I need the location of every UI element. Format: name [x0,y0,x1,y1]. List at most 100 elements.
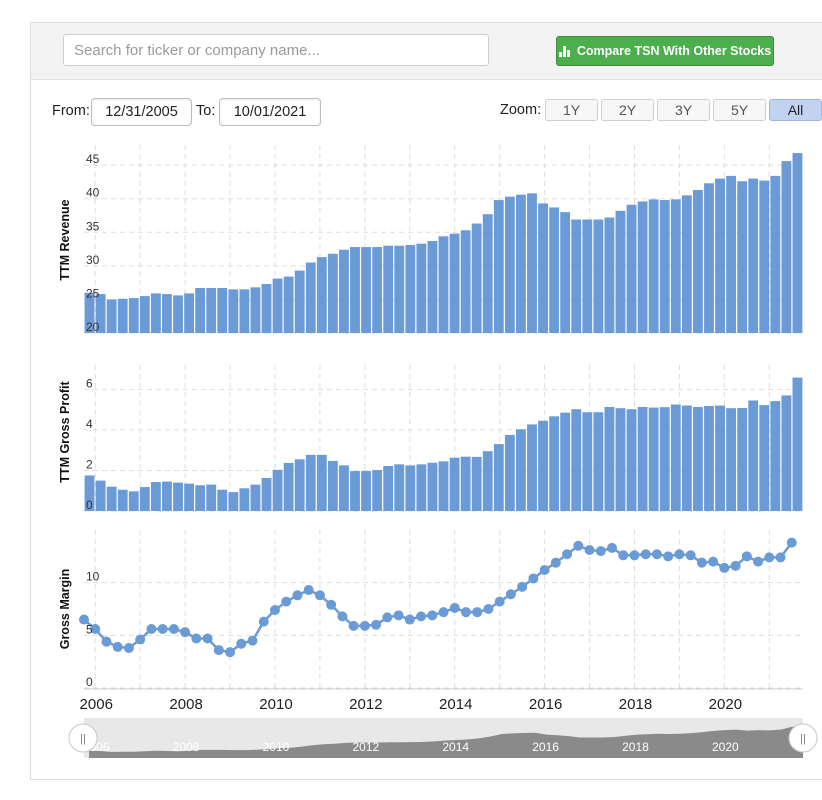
gross-margin-point [550,557,561,568]
revenue-bar [162,294,172,333]
navigator-label: 2018 [622,740,649,754]
revenue-bar [527,193,537,333]
gross-profit-bar [549,416,560,511]
revenue-bar [726,175,737,333]
to-date-field[interactable]: 10/01/2021 [219,98,321,126]
gross-margin-point [775,552,786,563]
navigator-label: 2010 [263,740,290,754]
gross-margin-point [168,624,179,635]
gross-margin-point [303,585,314,596]
revenue-bar [516,194,526,333]
zoom-5y-button[interactable]: 5Y [713,99,766,121]
gross-margin-point [719,562,730,573]
zoom-3y-button[interactable]: 3Y [657,99,710,121]
gross-profit-tick-label: 6 [86,376,93,390]
revenue-bar [206,288,217,333]
gross-margin-point [663,551,674,562]
revenue-tick-label: 20 [86,320,100,334]
revenue-bar [681,195,692,333]
revenue-tick-label: 45 [86,152,100,166]
revenue-bar [239,289,250,333]
search-input[interactable] [63,34,489,66]
gross-margin-point [730,560,741,571]
gross-profit-bar [438,461,449,511]
revenue-bar [350,247,360,333]
gross-profit-bar [217,489,228,511]
revenue-bar [228,289,239,333]
gross-profit-bar [305,454,316,511]
gross-margin-point [764,552,775,563]
zoom-all-button[interactable]: All [769,99,822,121]
gross-profit-bar [792,377,803,511]
gross-margin-point [191,633,202,644]
gross-margin-point [449,602,460,613]
gross-margin-point [427,610,438,621]
gross-margin-point [112,641,123,652]
gross-profit-bar [272,469,283,511]
revenue-bar [106,299,117,333]
gross-margin-point [505,589,516,600]
gross-profit-bar [162,481,172,511]
gross-margin-point [314,590,325,601]
x-tick-label: 2006 [80,696,113,713]
gross-margin-point [404,614,415,625]
gross-margin-point [741,551,752,562]
gross-margin-point [101,636,112,647]
revenue-bar [305,262,316,333]
revenue-bar [715,178,725,333]
navigator-label: 2008 [173,740,200,754]
revenue-bar [416,243,427,333]
revenue-bar [626,204,637,333]
gross-margin-axis-title: Gross Margin [58,569,72,650]
zoom-label: Zoom: [500,102,542,118]
gross-profit-bar [427,462,438,511]
series-layer [79,153,803,658]
gross-margin-point [651,549,662,560]
gross-profit-bar [405,465,416,511]
revenue-bar [250,287,261,333]
gross-profit-bar [95,480,106,511]
navigator-right-handle[interactable] [788,723,818,753]
zoom-2y-button[interactable]: 2Y [601,99,654,121]
gross-profit-bar [571,409,582,511]
gross-margin-point [696,557,707,568]
gross-margin-point [393,610,404,621]
from-date-field[interactable]: 12/31/2005 [91,98,192,126]
revenue-bar [670,199,681,333]
gross-profit-bar [383,465,394,511]
gross-profit-bar [316,454,327,511]
gross-margin-point [607,542,618,553]
revenue-bar [173,295,183,333]
revenue-bar [283,276,294,333]
gross-margin-point [460,607,471,618]
gross-margin-tick-label: 5 [86,622,93,636]
revenue-tick-label: 30 [86,253,100,267]
gross-margin-point [753,556,764,567]
revenue-bar [792,153,803,333]
zoom-1y-button[interactable]: 1Y [545,99,598,121]
navigator-left-handle[interactable] [68,723,98,753]
revenue-bar [383,245,394,333]
gross-margin-tick-label: 0 [86,675,93,689]
gross-margin-point [494,596,505,607]
gross-margin-tick-label: 10 [86,570,100,584]
gross-profit-bar [372,470,383,511]
gross-margin-point [629,550,640,561]
gross-profit-bar [327,460,338,511]
revenue-bar [692,189,703,333]
compare-button[interactable]: Compare TSN With Other Stocks [556,36,774,66]
revenue-bar [405,245,416,333]
gross-profit-bar [615,408,626,511]
gross-profit-bar [195,485,206,511]
gross-margin-point [674,549,685,560]
gross-margin-line [83,541,793,654]
gross-margin-point [483,604,494,614]
revenue-bar [460,230,471,333]
gross-profit-bar [250,484,261,511]
label-layer: 20 25 30 35 40 45 TTM Revenue 0 2 4 6 TTM Gross Pro… [58,152,742,713]
revenue-bar [128,298,139,333]
revenue-tick-label: 40 [86,186,100,200]
gross-margin-point [539,565,550,576]
gross-margin-point [225,647,236,658]
navigator[interactable]: 2006 2008 2010 2012 2014 2016 2018 2020|| || [68,718,818,758]
